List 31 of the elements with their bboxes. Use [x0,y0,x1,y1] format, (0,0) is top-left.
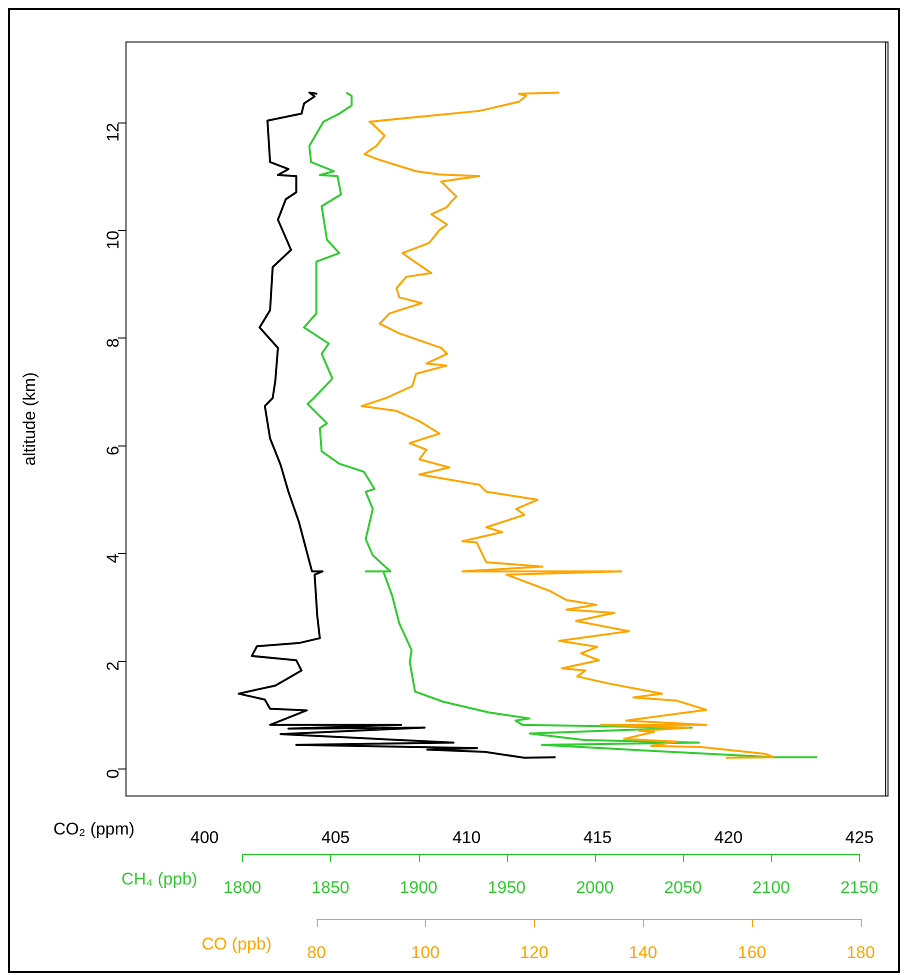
x-axis-title: CO (ppb) [202,934,272,954]
y-tick-label: 12 [104,122,123,142]
y-tick-label: 0 [104,769,123,779]
x2-tick-label: 1900 [400,878,438,897]
y-axis-title: altitude (km) [20,372,39,466]
y-tick-label: 6 [104,446,123,456]
x2-tick-label: 1850 [312,878,350,897]
y-tick-label: 8 [104,338,123,348]
x2-tick-label: 1950 [488,878,526,897]
x-tick-label: 160 [738,942,766,962]
x-tick-label: 180 [846,942,875,962]
x-tick-label: 100 [411,942,440,962]
x-tick-label: 410 [452,828,481,847]
x2-tick-label: 2150 [840,878,878,897]
x-tick-label: 425 [845,828,874,847]
x-tick-label: 80 [307,942,326,962]
x-tick-label: 405 [321,828,350,847]
x-axis-title: CO₂ (ppm) [53,820,135,839]
x-tick-label: 415 [583,828,612,847]
x2-tick-label: 2050 [664,878,702,897]
x2-axis-title: CH₄ (ppb) [121,870,198,889]
x2-tick-label: 1800 [223,878,262,897]
x2-tick-label: 2000 [576,878,614,897]
x-tick-label: 140 [628,942,658,962]
x-tick-label: 120 [520,942,548,962]
x2-tick-label: 2100 [752,878,790,897]
x-tick-label: 400 [190,828,219,847]
y-tick-label: 4 [104,554,123,564]
x-tick-label: 420 [714,828,743,847]
y-tick-label: 2 [104,661,123,671]
y-tick-label: 10 [104,230,123,250]
